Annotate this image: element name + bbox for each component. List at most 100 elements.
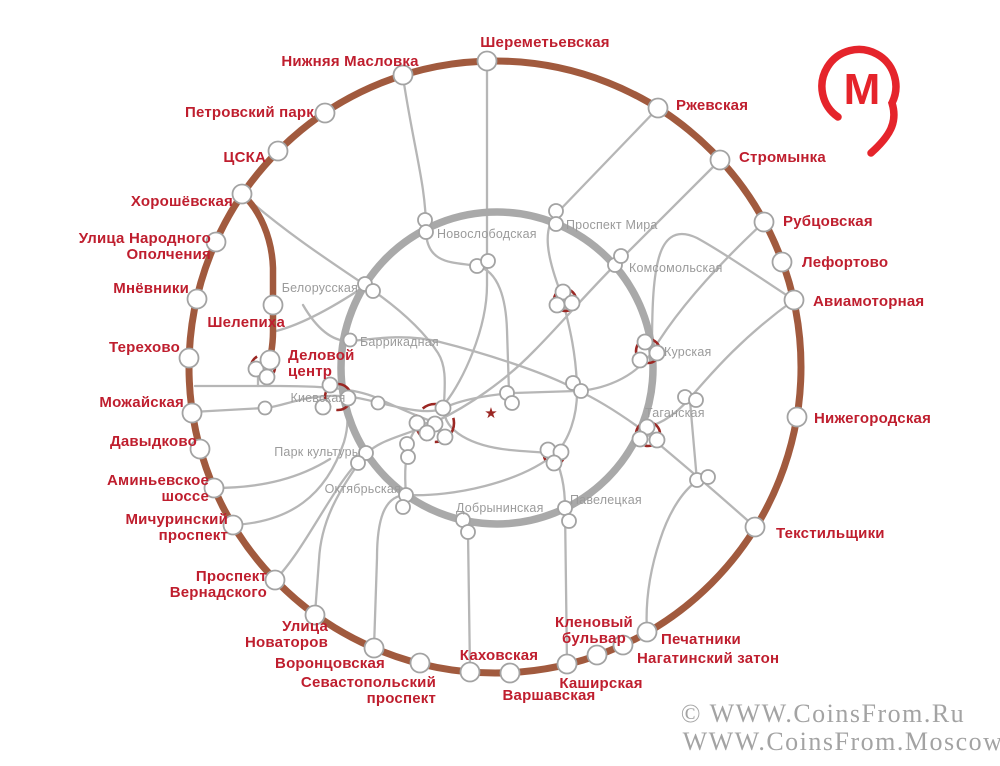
interchange-dot [247,360,265,378]
interchange-dot [613,248,629,264]
interchange-dot [504,395,520,411]
radial-lines-layer [190,61,796,673]
radial-line [212,457,332,490]
station-dots-layer [178,50,808,684]
radial-line [650,232,796,353]
watermark-line-1: © WWW.CoinsFrom.Ru [681,699,965,728]
station-label: Лефортово [802,254,888,271]
station-dot [556,653,578,675]
station-label: Стромынка [739,149,826,166]
station-dot [586,644,608,666]
station-label: Белорусская [282,281,358,295]
interchange-dot [418,424,436,442]
station-dot [363,637,385,659]
station-dot [612,634,634,656]
station-label: Рубцовская [783,213,873,230]
interchange-dot [436,428,454,446]
big-circle-branch [238,190,277,364]
interchange-dot [563,294,581,312]
interchange-dot [548,203,564,219]
station-dot [342,332,358,348]
station-label: Шереметьевская [480,34,609,51]
station-dot [267,140,289,162]
station-dot [783,289,805,311]
station-label: ЦСКА [223,149,266,166]
radial-line [313,451,368,616]
interchange-dot [631,351,649,369]
station-dot [186,288,208,310]
radial-line [190,220,766,414]
station-dot [189,438,211,460]
station-label: Деловой центр [288,347,355,380]
metro-logo-letter: М [844,65,881,114]
station-dot [262,294,284,316]
interchange-dot [408,414,426,432]
interchange-dot [339,389,357,407]
station-dot [709,149,731,171]
interchange-dot [688,392,704,408]
station-dot [409,652,431,674]
interchange-dot [648,344,666,362]
station-label: Парк культуры [274,445,361,459]
station-label: Курская [664,345,711,359]
interchange-dot [631,430,649,448]
interchange-dot [358,445,374,461]
station-label: Можайская [99,394,184,411]
radial-line [640,298,796,431]
station-dot [203,477,225,499]
station-label: Аминьевское шоссе [107,472,209,505]
watermark-line-2: WWW.CoinsFrom.Moscow [683,727,1000,756]
station-label: Шелепиха [207,314,285,331]
metro-logo-pin-icon [818,45,900,157]
station-labels-layer: Шереметьевская Ржевская Стромынка Рубцовска… [79,34,931,707]
station-label: Текстильщики [776,525,885,542]
radial-line [372,106,660,650]
station-dot [231,183,253,205]
station-label: Таганская [645,406,705,420]
station-label: Нижегородская [814,410,931,427]
interchange-dot [573,383,589,399]
radial-line [645,399,699,634]
kremlin-star-layer: ★ [484,404,497,422]
station-dot [264,569,286,591]
radial-line [444,61,489,404]
interchange-dot [418,224,434,240]
station-label: Нижняя Масловка [281,53,419,70]
watermark: © WWW.CoinsFrom.Ru WWW.CoinsFrom.Moscow [681,699,1000,756]
station-dot [771,251,793,273]
station-dot [786,406,808,428]
station-label: Нагатинский затон [637,650,779,667]
station-dot [476,50,498,72]
station-dot [304,604,326,626]
station-dot [181,402,203,424]
station-label: Петровский парк [185,104,314,121]
interchange-dot [350,455,366,471]
station-dot [370,395,386,411]
radial-line [466,531,472,673]
station-dot [392,64,414,86]
station-dot [636,621,658,643]
interchange-dot [258,368,276,386]
station-label: Воронцовская [275,655,385,672]
kremlin-star-icon: ★ [484,404,497,422]
interchange-dot [399,436,415,452]
station-label: Новослободская [437,227,537,241]
station-label: Добрынинская [456,501,544,515]
radial-line [401,75,511,394]
interchange-dot [548,216,564,232]
interchange-dot [545,454,563,472]
station-label: Мичуринский проспект [125,511,228,544]
koltsevaya-ring-line [337,208,657,528]
station-label: Терехово [109,339,180,356]
interchange-dot [460,524,476,540]
station-label: Улица Народного Ополчения [79,230,211,263]
station-label: Хорошёвская [131,193,233,210]
station-label: Давыдково [110,433,197,450]
moscow-metro-logo: М [818,45,900,157]
interchange-dot [400,449,416,465]
station-dot [647,97,669,119]
station-label: Ржевская [676,97,748,114]
station-label: Проспект Мира [566,218,658,232]
station-label: Павелецкая [570,493,642,507]
